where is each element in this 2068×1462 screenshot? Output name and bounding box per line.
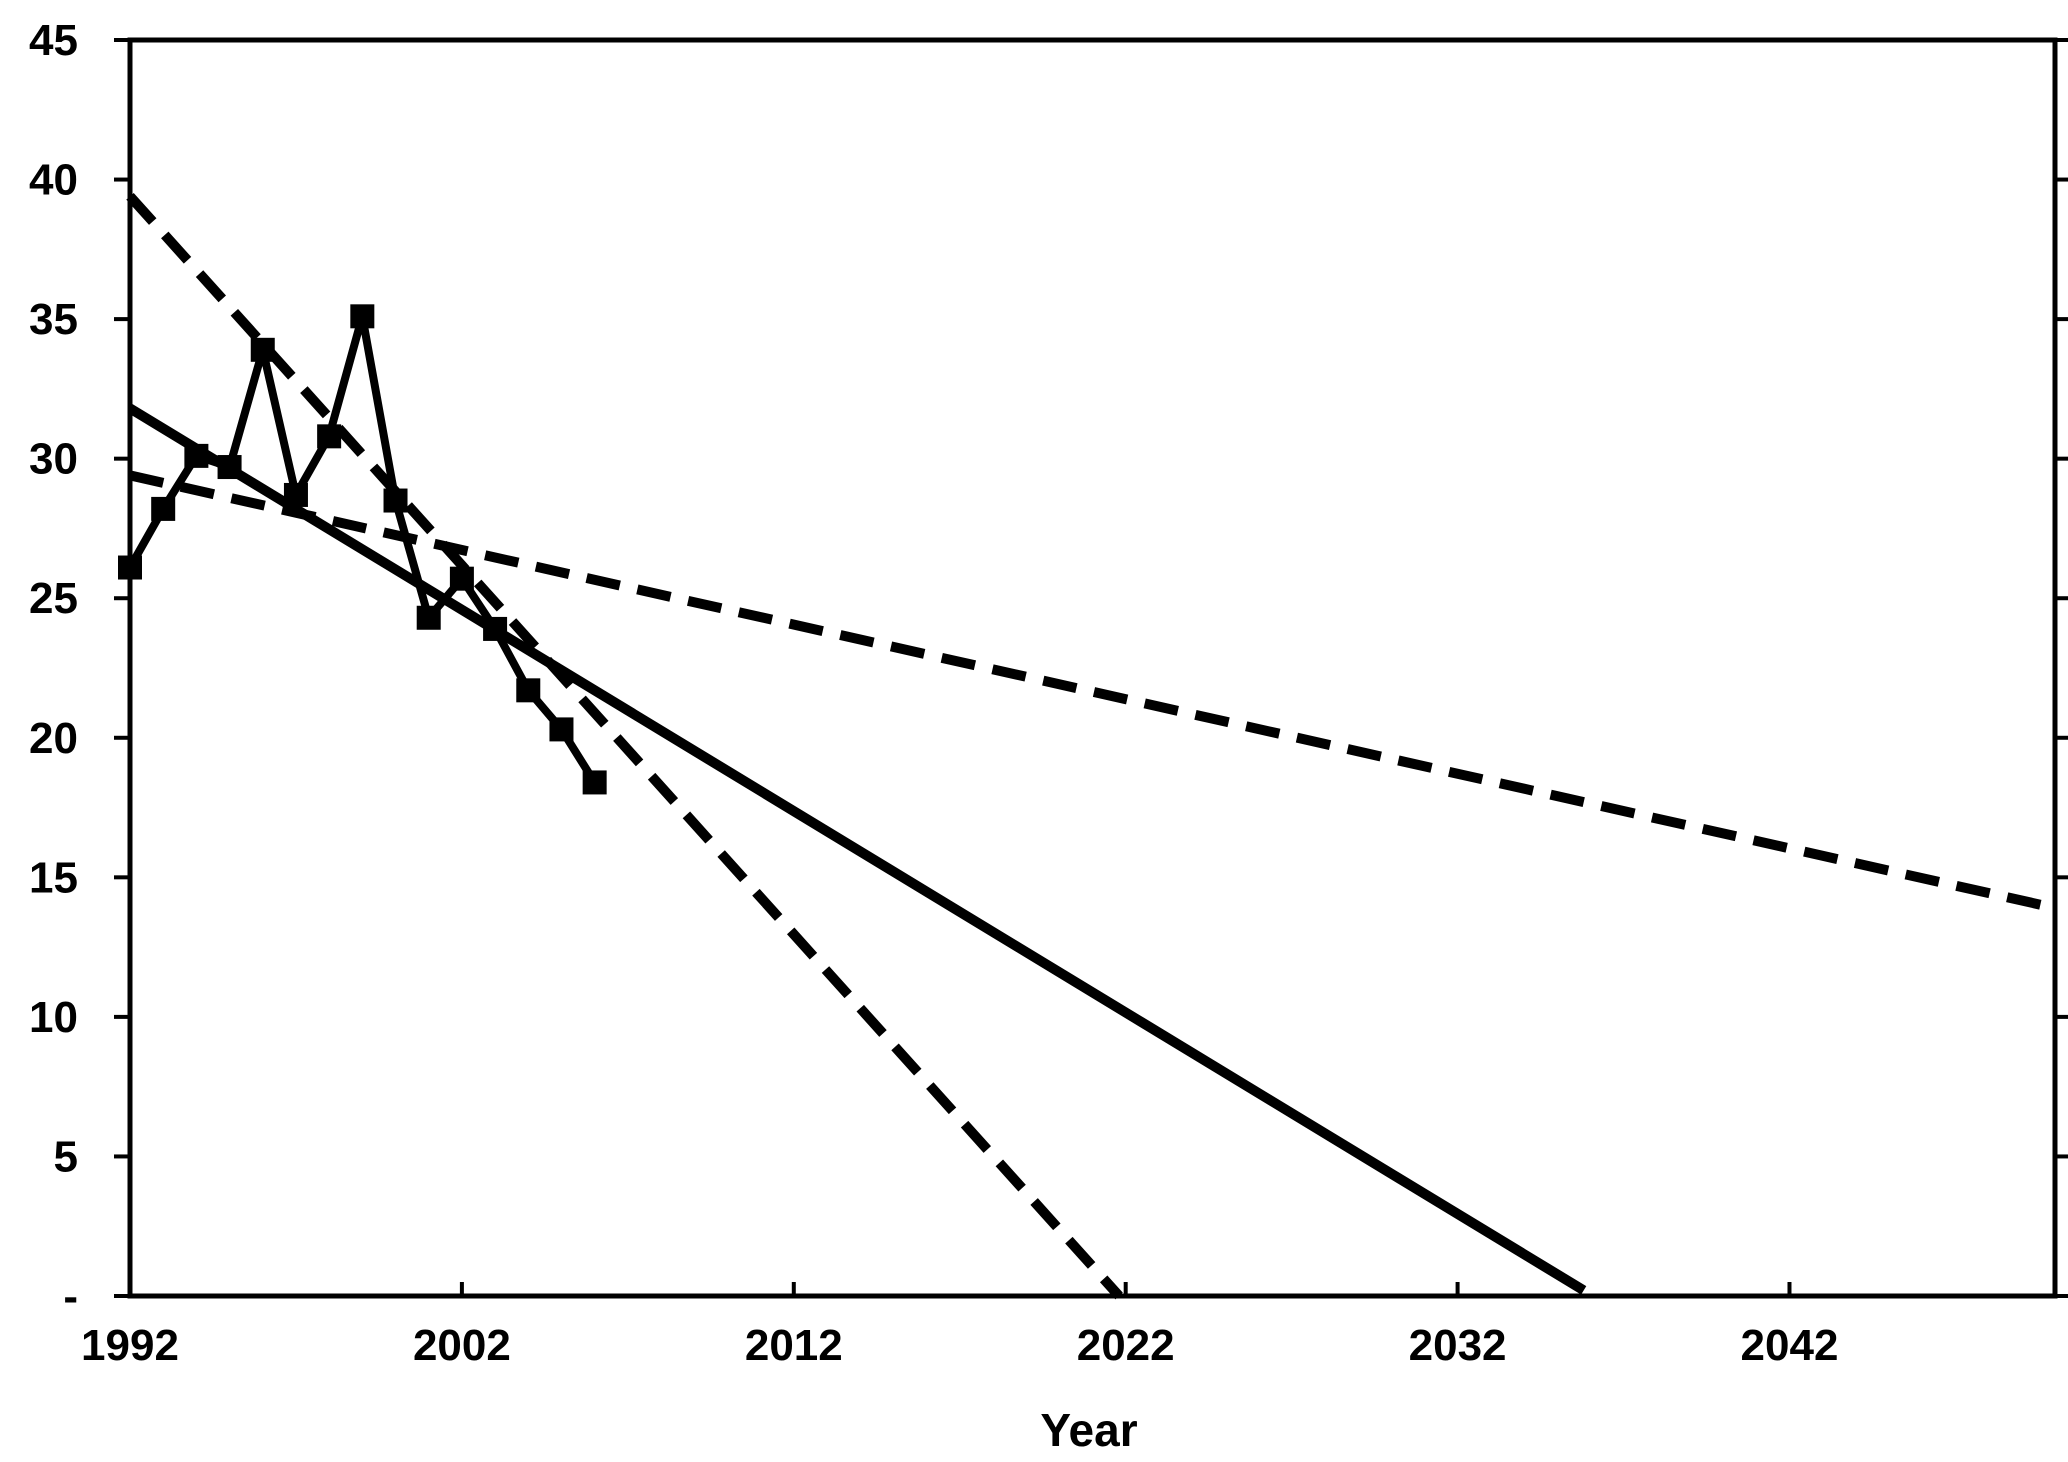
x-tick-label: 2002: [413, 1321, 511, 1370]
plot-frame: [127, 37, 2058, 1299]
y-tick-label: 25: [29, 574, 78, 623]
x-tick-label: 2012: [745, 1321, 843, 1370]
series-line-solid-trend: [127, 404, 1587, 1295]
data-point-marker: [317, 424, 342, 449]
y-tick-label: 45: [29, 16, 78, 65]
x-tick-label: 1992: [81, 1321, 179, 1370]
y-tick-label: 10: [29, 993, 78, 1042]
data-point-marker: [416, 605, 441, 630]
y-tick-label: 40: [29, 156, 78, 205]
x-tick-label: 2032: [1409, 1321, 1507, 1370]
data-point-marker: [582, 770, 607, 795]
y-tick-label: 15: [29, 853, 78, 902]
y-tick-label: 5: [54, 1132, 78, 1181]
data-point-marker: [151, 496, 176, 521]
x-tick-label: 2042: [1741, 1321, 1839, 1370]
y-tick-label: 20: [29, 714, 78, 763]
x-axis-title: Year: [1040, 1404, 1137, 1456]
y-tick-label: 35: [29, 295, 78, 344]
series-line-dashed-trend-shallow: [128, 470, 2057, 913]
data-point-marker: [549, 717, 574, 742]
axes-layer: - 5 10 15 20 25 30 35 40 45 1992 2002 2012 2022 2032 20…: [29, 16, 2068, 1370]
series-layer: [118, 192, 2057, 1300]
y-tick-label: -: [63, 1272, 78, 1321]
data-point-marker: [516, 678, 541, 703]
y-tick-label: 30: [29, 435, 78, 484]
series-line-dashed-trend-steep: [126, 192, 1123, 1300]
data-point-marker: [350, 304, 375, 329]
x-tick-label: 2022: [1077, 1321, 1175, 1370]
